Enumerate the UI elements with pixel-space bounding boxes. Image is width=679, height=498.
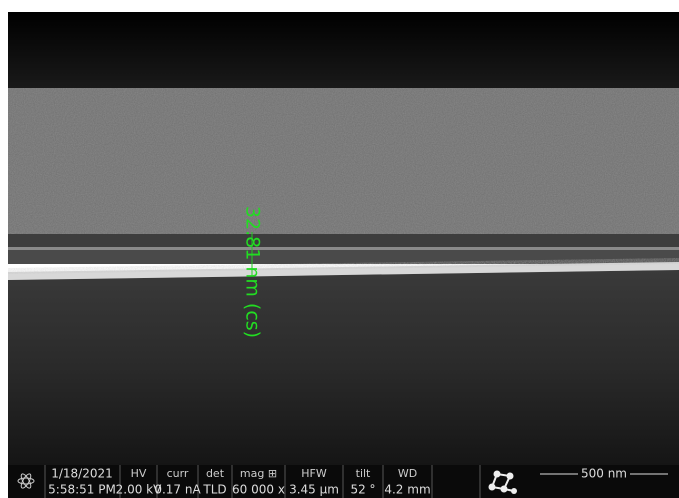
field-value: 3.45 µm xyxy=(289,483,339,497)
time: 5:58:51 PM xyxy=(48,483,116,497)
field-label: mag ⊞ xyxy=(240,467,277,480)
field-value: 60 000 x xyxy=(232,483,285,497)
field-label: curr xyxy=(167,467,189,480)
field-label: tilt xyxy=(356,467,371,480)
page: 32.81 nm (cs) 1/18/2021 5:58:51 PM 500 n… xyxy=(0,0,679,498)
field-label: det xyxy=(206,467,225,480)
sem-view: 32.81 nm (cs) 1/18/2021 5:58:51 PM 500 n… xyxy=(0,0,679,498)
micrograph xyxy=(8,12,679,465)
field-value: 4.2 mm xyxy=(384,483,430,497)
field-value: 52 ° xyxy=(350,483,375,497)
scale-bar-label: 500 nm xyxy=(581,467,627,481)
field-label: HV xyxy=(131,467,147,480)
date: 1/18/2021 xyxy=(51,467,113,481)
field-label: WD xyxy=(398,467,417,480)
measurement-label: 32.81 nm (cs) xyxy=(242,206,264,338)
field-label: HFW xyxy=(301,467,327,480)
info-bar: 1/18/2021 5:58:51 PM 500 nm HV2.00 kVcur… xyxy=(8,465,679,498)
field-value: TLD xyxy=(202,483,226,497)
field-value: 0.17 nA xyxy=(154,483,201,497)
